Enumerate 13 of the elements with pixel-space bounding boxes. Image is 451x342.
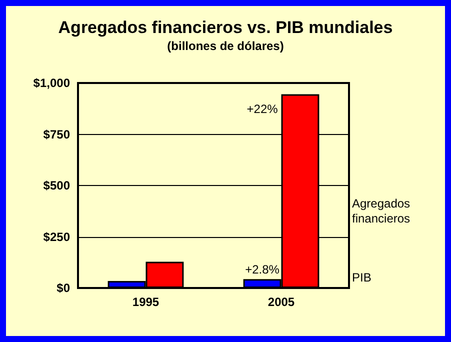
x-tick-label: 2005 (268, 295, 295, 309)
chart-subtitle: (billones de dólares) (167, 39, 284, 53)
y-tick-label: $500 (43, 178, 70, 192)
y-tick-label: $250 (43, 230, 70, 244)
annotation: +2.8% (245, 262, 280, 276)
x-tick-label: 1995 (132, 295, 160, 309)
y-tick-label: $1,000 (33, 76, 70, 90)
chart-title: Agregados financieros vs. PIB mundiales (58, 18, 393, 37)
text: Agregados financieros (352, 196, 414, 226)
annotation: +22% (246, 102, 278, 116)
y-tick-label: $0 (56, 281, 70, 295)
text: PIB (352, 270, 372, 284)
y-tick-label: $750 (43, 127, 70, 142)
